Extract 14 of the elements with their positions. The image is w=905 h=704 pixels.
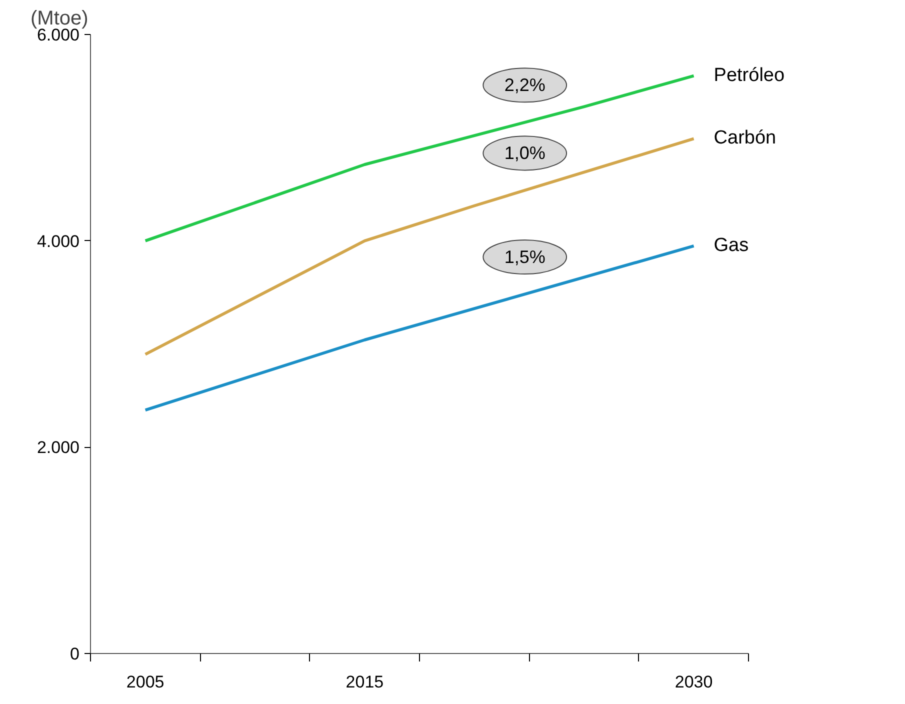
- y-tick-label: 0: [70, 644, 80, 664]
- series-label: Carbón: [714, 128, 776, 149]
- x-tick-label: 2030: [674, 672, 713, 692]
- series-label: Petróleo: [714, 64, 785, 86]
- line-series: [144, 74, 696, 242]
- annotation: 2,2%: [504, 75, 546, 96]
- line-series: [144, 137, 696, 356]
- y-tick-label: 4.000: [36, 232, 80, 251]
- annotation: 1,0%: [504, 143, 546, 164]
- x-tick-label: 2005: [126, 672, 164, 692]
- series-label: Gas: [714, 234, 749, 256]
- x-tick-label: 2015: [346, 672, 384, 692]
- annotation: 1,5%: [504, 247, 546, 268]
- y-tick-label: 2.000: [36, 438, 80, 458]
